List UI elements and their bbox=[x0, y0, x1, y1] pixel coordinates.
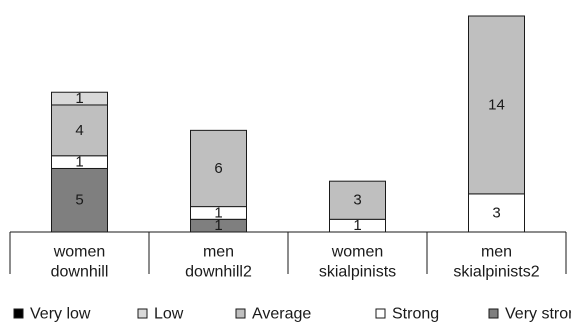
category-label: skialpinists bbox=[319, 264, 396, 281]
legend-label: Low bbox=[154, 306, 184, 323]
category-label: downhill2 bbox=[185, 264, 252, 281]
data-label: 5 bbox=[75, 192, 83, 209]
legend-swatch-low bbox=[137, 308, 148, 319]
data-label: 1 bbox=[214, 204, 222, 221]
legend-swatch-very-strong bbox=[488, 308, 499, 319]
data-label: 1 bbox=[75, 90, 83, 107]
legend-swatch-very-low bbox=[13, 308, 24, 319]
bar-segment-average bbox=[190, 129, 247, 208]
category-label: men bbox=[203, 244, 234, 261]
category-label: men bbox=[481, 244, 512, 261]
bar-segment-very-strong bbox=[51, 167, 108, 233]
data-label: 14 bbox=[488, 96, 505, 113]
legend-label: Very strong bbox=[505, 306, 571, 323]
legend-label: Average bbox=[252, 306, 311, 323]
category-label: downhill bbox=[51, 264, 109, 281]
data-label: 3 bbox=[353, 192, 361, 209]
data-label: 4 bbox=[75, 122, 83, 139]
legend: Very low Low Average Strong Very strong bbox=[13, 306, 571, 323]
category-label: skialpinists2 bbox=[453, 264, 539, 281]
category-label: women bbox=[53, 244, 106, 261]
legend-label: Strong bbox=[392, 306, 439, 323]
data-label: 6 bbox=[214, 160, 222, 177]
category-label: women bbox=[331, 244, 384, 261]
data-label: 1 bbox=[353, 217, 361, 234]
category-axis: women downhill men downhill2 women skialpinis… bbox=[9, 231, 567, 281]
legend-swatch-strong bbox=[375, 308, 386, 319]
data-label: 3 bbox=[492, 204, 500, 221]
bar-segment-average bbox=[468, 15, 525, 195]
bar-segment-low bbox=[51, 91, 108, 106]
bar-segment-average bbox=[329, 180, 386, 220]
data-label: 1 bbox=[214, 217, 222, 234]
bar-segment-average bbox=[51, 104, 108, 157]
data-label: 1 bbox=[75, 154, 83, 171]
legend-label: Very low bbox=[30, 306, 91, 323]
legend-swatch-average bbox=[235, 308, 246, 319]
